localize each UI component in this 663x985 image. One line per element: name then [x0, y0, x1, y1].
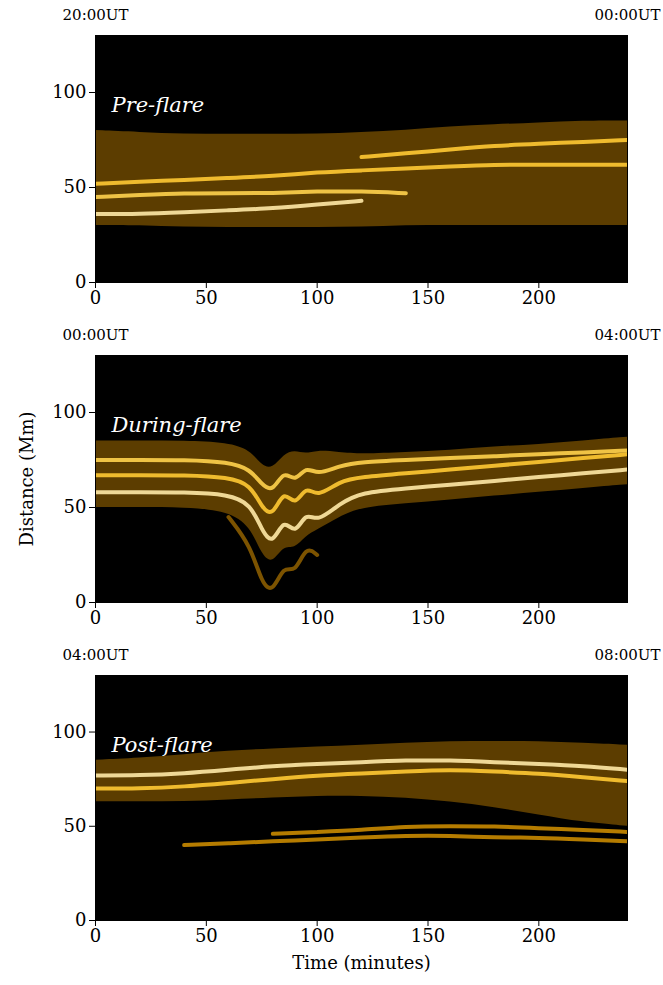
svg-text:50: 50 — [195, 925, 218, 946]
svg-text:150: 150 — [411, 287, 445, 308]
svg-text:Distance (Mm): Distance (Mm) — [16, 412, 37, 547]
svg-text:200: 200 — [522, 607, 556, 628]
svg-text:50: 50 — [195, 607, 218, 628]
svg-text:0: 0 — [90, 925, 101, 946]
svg-text:100: 100 — [52, 721, 86, 742]
svg-text:200: 200 — [522, 287, 556, 308]
svg-text:150: 150 — [411, 607, 445, 628]
svg-text:0: 0 — [75, 909, 86, 930]
svg-text:50: 50 — [64, 815, 87, 836]
svg-text:50: 50 — [195, 287, 218, 308]
svg-text:100: 100 — [300, 607, 334, 628]
svg-text:0: 0 — [90, 287, 101, 308]
svg-text:50: 50 — [64, 176, 87, 197]
svg-text:During-flare: During-flare — [111, 413, 242, 437]
svg-text:Post-flare: Post-flare — [111, 733, 213, 757]
svg-text:100: 100 — [300, 925, 334, 946]
svg-text:150: 150 — [411, 925, 445, 946]
svg-text:0: 0 — [75, 591, 86, 612]
svg-text:50: 50 — [64, 496, 87, 517]
svg-text:08:00UT: 08:00UT — [595, 646, 661, 664]
svg-text:00:00UT: 00:00UT — [595, 6, 661, 24]
svg-text:Pre-flare: Pre-flare — [111, 93, 205, 117]
svg-text:20:00UT: 20:00UT — [63, 6, 129, 24]
svg-text:100: 100 — [300, 287, 334, 308]
svg-text:0: 0 — [90, 607, 101, 628]
svg-text:200: 200 — [522, 925, 556, 946]
svg-text:Time (minutes): Time (minutes) — [292, 952, 430, 973]
svg-text:04:00UT: 04:00UT — [595, 326, 661, 344]
svg-text:100: 100 — [52, 401, 86, 422]
svg-text:04:00UT: 04:00UT — [63, 646, 129, 664]
svg-text:100: 100 — [52, 81, 86, 102]
svg-text:0: 0 — [75, 271, 86, 292]
svg-text:00:00UT: 00:00UT — [63, 326, 129, 344]
